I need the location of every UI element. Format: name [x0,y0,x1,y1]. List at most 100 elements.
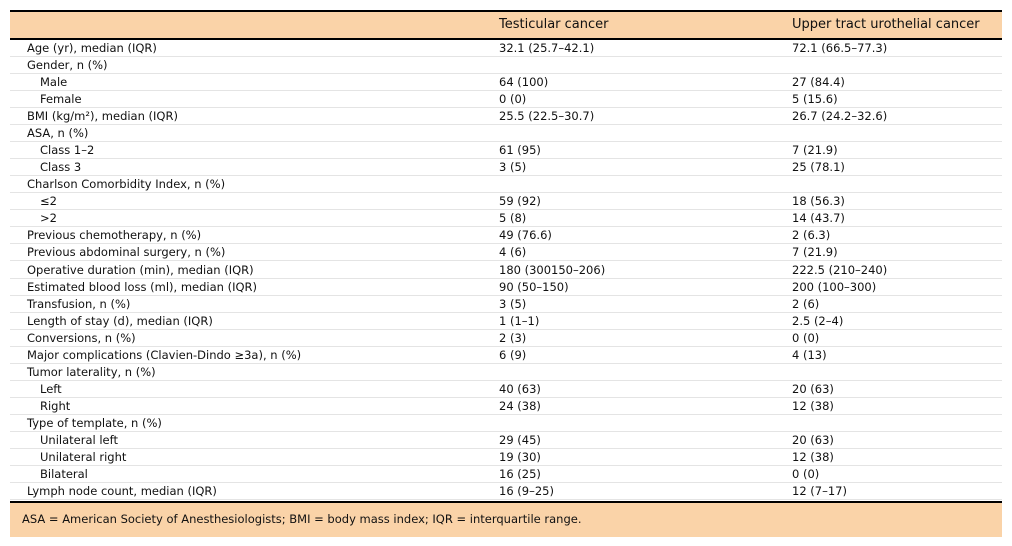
row-value: 0 (0) [792,330,820,345]
row-value: 19 (30) [499,449,541,464]
row-label: Operative duration (min), median (IQR) [27,262,254,277]
row-label: Class 3 [40,160,82,175]
row-value: 12 (38) [792,449,834,464]
table-row: >2 5 (8) 14 (43.7) [10,210,1002,228]
row-value: 4 (13) [792,347,827,362]
row-label: BMI (kg/m²), median (IQR) [27,109,178,124]
row-label: Previous abdominal surgery, n (%) [27,245,226,260]
row-label: Unilateral right [40,449,127,464]
row-value: 12 (7–17) [792,484,847,499]
row-value: 5 (8) [499,211,527,226]
row-value: 26.7 (24.2–32.6) [792,109,888,124]
table-row: Unilateral right 19 (30) 12 (38) [10,449,1002,466]
row-value: 18 (56.3) [792,194,845,209]
table-row: Female 0 (0) 5 (15.6) [10,91,1002,109]
row-value: 24 (38) [499,398,541,413]
row-value: 20 (63) [792,432,834,447]
row-label: Gender, n (%) [27,58,108,73]
table-row: Class 3 3 (5) 25 (78.1) [10,159,1002,177]
row-value: 72.1 (66.5–77.3) [792,41,888,55]
table-row: Operative duration (min), median (IQR) 18… [10,262,1002,279]
row-label: Conversions, n (%) [27,330,136,345]
table-row: Lymph node count, median (IQR) 16 (9–25) 1… [10,483,1002,501]
row-label: Length of stay (d), median (IQR) [27,313,213,328]
row-value: 14 (43.7) [792,211,845,226]
row-value: 59 (92) [499,194,541,209]
row-value: 200 (100–300) [792,279,877,294]
row-value: 64 (100) [499,75,549,90]
table-row: Previous abdominal surgery, n (%) 4 (6) 7 … [10,244,1002,262]
row-value: 180 (300150–206) [499,262,606,277]
table-row: Previous chemotherapy, n (%) 49 (76.6) 2 (… [10,227,1002,245]
row-value: 5 (15.6) [792,92,838,107]
row-value: 0 (0) [792,467,820,481]
table-row: Charlson Comorbidity Index, n (%) [10,176,1002,194]
row-value: 27 (84.4) [792,75,845,90]
table-row: Transfusion, n (%) 3 (5) 2 (6) [10,296,1002,313]
row-value: 49 (76.6) [499,228,552,243]
table-row: Right 24 (38) 12 (38) [10,398,1002,415]
row-label: Unilateral left [40,432,118,447]
row-value: 2 (6.3) [792,228,831,243]
row-label: Tumor laterality, n (%) [27,364,156,379]
table-row: Left 40 (63) 20 (63) [10,381,1002,398]
row-value: 0 (0) [499,92,527,107]
row-value: 25.5 (22.5–30.7) [499,109,595,124]
row-value: 4 (6) [499,245,527,260]
table-row: Bilateral 16 (25) 0 (0) [10,466,1002,483]
row-value: 7 (21.9) [792,245,838,260]
row-label: ≤2 [40,194,57,209]
row-label: Female [40,92,82,107]
row-value: 32.1 (25.7–42.1) [499,41,595,55]
row-label: >2 [40,211,57,226]
row-value: 29 (45) [499,432,541,447]
row-value: 1 (1–1) [499,313,540,328]
row-label: Charlson Comorbidity Index, n (%) [27,177,226,192]
row-value: 3 (5) [499,160,527,175]
row-value: 7 (21.9) [792,143,838,158]
table-row: Length of stay (d), median (IQR) 1 (1–1) 2… [10,313,1002,330]
row-value: 90 (50–150) [499,279,569,294]
row-label: Transfusion, n (%) [27,296,131,311]
row-value: 16 (25) [499,467,541,481]
table-footnote: ASA = American Society of Anesthesiologi… [10,501,1002,537]
table-header: Testicular cancer Upper tract urothelial … [10,10,1002,40]
row-label: Class 1–2 [40,143,95,158]
table-row: BMI (kg/m²), median (IQR) 25.5 (22.5–30.7… [10,108,1002,126]
row-label: Male [40,75,68,90]
table-row: Gender, n (%) [10,57,1002,75]
table-row: Male 64 (100) 27 (84.4) [10,74,1002,92]
table-row: Type of template, n (%) [10,415,1002,432]
table-row: Class 1–2 61 (95) 7 (21.9) [10,142,1002,160]
row-value: 20 (63) [792,381,834,396]
table-row: Tumor laterality, n (%) [10,364,1002,381]
row-value: 12 (38) [792,398,834,413]
row-label: Bilateral [40,467,88,481]
table-row: Age (yr), median (IQR) 32.1 (25.7–42.1) 72… [10,40,1002,57]
table-row: ASA, n (%) [10,125,1002,143]
row-label: Type of template, n (%) [27,415,162,430]
row-label: Previous chemotherapy, n (%) [27,228,202,243]
table-row: Estimated blood loss (ml), median (IQR) 9… [10,279,1002,296]
row-label: Right [40,398,71,413]
row-label: Estimated blood loss (ml), median (IQR) [27,279,257,294]
row-value: 25 (78.1) [792,160,845,175]
row-label: Age (yr), median (IQR) [27,41,157,55]
column-header: Upper tract urothelial cancer [792,17,980,32]
row-value: 16 (9–25) [499,484,554,499]
row-value: 6 (9) [499,347,527,362]
row-value: 3 (5) [499,296,527,311]
row-value: 2 (6) [792,296,820,311]
row-value: 222.5 (210–240) [792,262,888,277]
row-label: Left [40,381,62,396]
footnote-text: ASA = American Society of Anesthesiologi… [22,512,582,526]
table-row: ≤2 59 (92) 18 (56.3) [10,193,1002,211]
row-label: Lymph node count, median (IQR) [27,484,217,499]
row-value: 40 (63) [499,381,541,396]
table-row: Unilateral left 29 (45) 20 (63) [10,432,1002,449]
row-label: ASA, n (%) [27,126,89,141]
row-value: 61 (95) [499,143,541,158]
row-label: Major complications (Clavien-Dindo ≥3a),… [27,347,302,362]
row-value: 2 (3) [499,330,527,345]
